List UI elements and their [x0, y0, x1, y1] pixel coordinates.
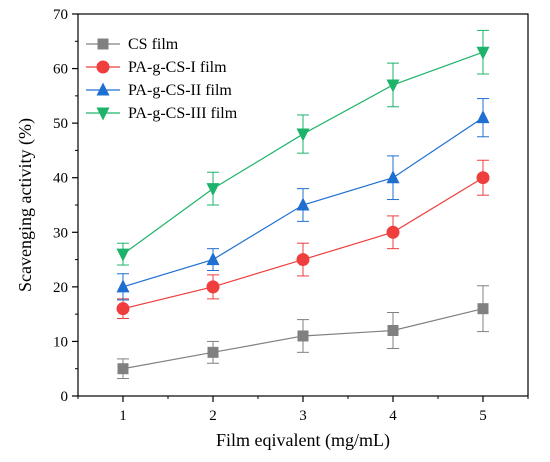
data-point: [386, 79, 400, 93]
x-axis-label: Film eqivalent (mg/mL): [216, 430, 390, 451]
data-point: [206, 183, 220, 197]
legend-marker: [96, 82, 110, 96]
data-point: [476, 46, 490, 60]
x-tick-label: 5: [479, 408, 487, 424]
y-tick-label: 50: [53, 116, 68, 132]
y-tick-label: 40: [53, 171, 68, 187]
legend-label: PA-g-CS-II film: [128, 82, 232, 99]
series-3: [116, 98, 490, 301]
x-tick-label: 3: [299, 408, 307, 424]
legend: CS film PA-g-CS-I film PA-g-CS-II film PA-g…: [86, 36, 238, 122]
data-point: [296, 197, 310, 211]
legend-marker: [96, 107, 110, 121]
data-point: [296, 128, 310, 142]
legend-label: CS film: [128, 36, 179, 53]
y-tick-label: 0: [61, 389, 69, 405]
y-tick-label: 20: [53, 280, 68, 296]
axis-ticks: 0 10 20 30 40 50 60 70 1 2 3 4 5: [53, 7, 529, 424]
data-point: [116, 248, 130, 262]
series-layer: [116, 29, 490, 380]
legend-entry: CS film: [86, 36, 179, 53]
legend-label: PA-g-CS-III film: [128, 105, 238, 122]
data-point: [296, 253, 310, 267]
x-tick-label: 2: [209, 408, 217, 424]
y-tick-label: 60: [53, 62, 68, 78]
data-point: [476, 110, 490, 124]
x-tick-label: 1: [119, 408, 127, 424]
series-2: [116, 159, 490, 320]
data-point: [206, 280, 220, 294]
legend-entry: PA-g-CS-II film: [86, 82, 232, 99]
data-point: [206, 252, 220, 266]
y-tick-label: 30: [53, 225, 68, 241]
data-point: [117, 363, 129, 375]
data-point: [387, 325, 399, 337]
data-point: [116, 302, 130, 316]
legend-marker: [96, 60, 110, 74]
y-tick-label: 10: [53, 334, 68, 350]
series-4: [116, 29, 490, 266]
y-tick-label: 70: [53, 7, 68, 23]
data-point: [297, 330, 309, 342]
data-point: [207, 346, 219, 358]
data-point: [476, 171, 490, 185]
series-1: [117, 285, 489, 380]
data-point: [116, 279, 130, 293]
data-point: [386, 225, 400, 239]
y-axis-label: Scavenging activity (%): [15, 118, 36, 292]
data-point: [386, 170, 400, 184]
legend-entry: PA-g-CS-I film: [86, 59, 227, 76]
x-tick-label: 4: [389, 408, 397, 424]
data-point: [477, 303, 489, 315]
legend-entry: PA-g-CS-III film: [86, 105, 238, 122]
legend-marker: [97, 38, 109, 50]
legend-label: PA-g-CS-I film: [128, 59, 227, 76]
